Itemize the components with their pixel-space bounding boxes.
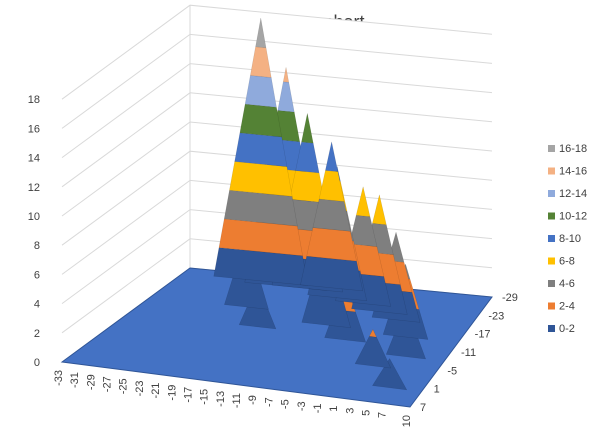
- legend-swatch: [548, 235, 555, 242]
- legend-label: 10-12: [559, 211, 587, 223]
- legend-swatch: [548, 257, 555, 265]
- x-tick-label: -33: [53, 370, 65, 386]
- y-tick-label: -11: [461, 347, 476, 359]
- z-tick-label: 4: [34, 299, 40, 311]
- legend-label: 16-18: [559, 143, 587, 155]
- x-tick-label: -19: [166, 385, 178, 401]
- x-tick-label: -7: [263, 397, 275, 407]
- surface-peak-band: [244, 75, 277, 108]
- surface-peak-band: [301, 113, 314, 144]
- z-tick-label: 6: [34, 269, 40, 281]
- z-tick-label: 16: [28, 123, 40, 135]
- x-tick-label: -17: [182, 387, 194, 403]
- x-tick-label: 3: [344, 408, 356, 414]
- z-tick-label: 18: [28, 94, 40, 106]
- x-tick-label: 5: [361, 410, 373, 416]
- y-tick-label: -17: [475, 329, 491, 341]
- legend-label: 8-10: [559, 233, 581, 245]
- x-tick-label: -23: [134, 380, 146, 396]
- legend-label: 14-16: [559, 166, 587, 178]
- surface-peak-band: [372, 194, 387, 226]
- x-tick-label: -31: [69, 372, 81, 388]
- legend-swatch: [548, 145, 555, 152]
- side-wall: [62, 5, 190, 362]
- surface-peak-band: [372, 358, 408, 391]
- surface-peak-band: [300, 255, 364, 292]
- x-tick-label: -9: [247, 395, 259, 405]
- legend-swatch: [548, 190, 555, 197]
- surface-peak-band: [282, 67, 290, 83]
- legend-label: 12-14: [559, 188, 587, 200]
- surface-peak-band: [234, 132, 288, 167]
- legend-label: 2-4: [559, 301, 575, 313]
- x-tick-label: -11: [231, 393, 243, 408]
- surface-peak-band: [355, 186, 371, 217]
- x-tick-label: -29: [85, 374, 97, 390]
- x-tick-label: 10: [401, 415, 413, 427]
- x-tick-label: -21: [150, 383, 162, 399]
- x-tick-label: -13: [215, 391, 227, 407]
- y-tick-label: -23: [488, 310, 504, 322]
- z-tick-label: 0: [34, 357, 40, 369]
- surface-peak-band: [229, 161, 293, 197]
- legend-label: 4-6: [559, 278, 575, 290]
- y-tick-label: -29: [502, 292, 518, 304]
- x-tick-label: -3: [296, 401, 308, 411]
- z-tick-label: 10: [28, 211, 40, 223]
- surface-peak-band: [239, 103, 283, 138]
- x-tick-label: 1: [328, 406, 340, 412]
- surface-peak-band: [306, 227, 357, 262]
- z-tick-label: 8: [34, 240, 40, 252]
- surface-peak-band: [368, 328, 377, 338]
- x-tick-label: -5: [280, 399, 292, 409]
- x-tick-label: 7: [377, 412, 389, 418]
- surface-peak-band: [312, 198, 351, 232]
- legend-swatch: [548, 167, 555, 175]
- x-tick-label: -25: [118, 378, 130, 394]
- legend-swatch: [548, 280, 555, 287]
- legend-label: 0-2: [559, 323, 575, 335]
- x-tick-label: -1: [312, 403, 324, 413]
- legend-swatch: [548, 212, 555, 220]
- y-tick-label: 7: [420, 402, 426, 414]
- z-tick-label: 12: [28, 182, 40, 194]
- y-tick-label: 1: [434, 384, 440, 396]
- x-tick-label: -27: [102, 376, 114, 392]
- surface-peak-band: [255, 18, 267, 49]
- y-tick-label: -5: [447, 365, 457, 377]
- legend-swatch: [548, 325, 555, 332]
- legend-swatch: [548, 302, 555, 310]
- z-tick-label: 2: [34, 328, 40, 340]
- z-tick-label: 14: [28, 153, 40, 165]
- surface-peak-band: [325, 141, 339, 172]
- legend-label: 6-8: [559, 256, 575, 268]
- x-tick-label: -15: [199, 389, 211, 405]
